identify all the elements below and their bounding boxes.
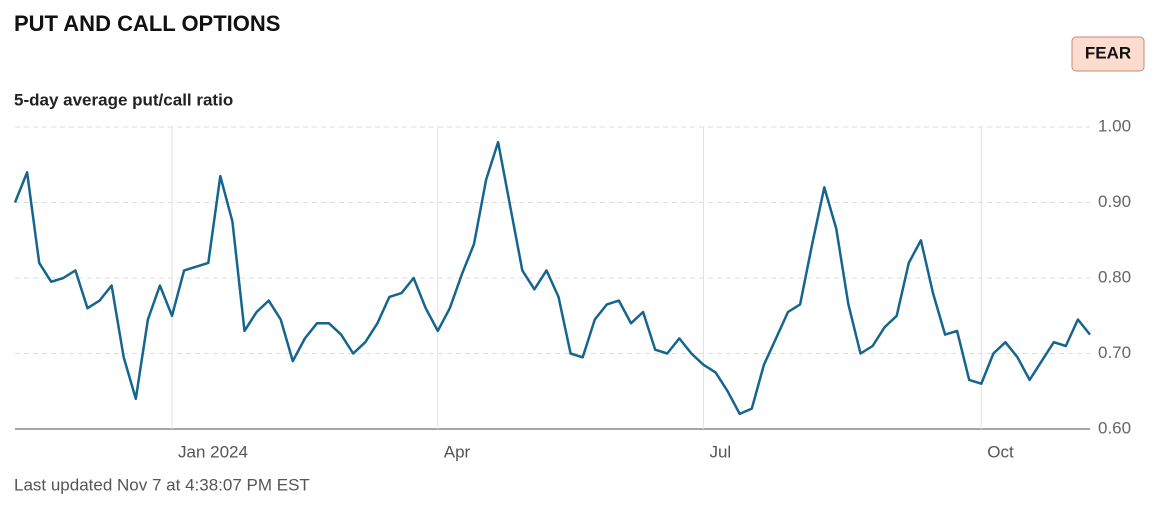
x-tick-label: Jan 2024 <box>178 442 248 461</box>
y-tick-label: 0.70 <box>1098 343 1131 362</box>
x-tick-label: Jul <box>709 442 731 461</box>
badge: FEAR <box>1085 43 1131 62</box>
line <box>13 140 1091 416</box>
x-tick-label: Apr <box>444 442 471 461</box>
y-tick-label: 0.90 <box>1098 192 1131 211</box>
chart-title: PUT AND CALL OPTIONS <box>14 11 280 36</box>
x-tick-label: Oct <box>987 442 1014 461</box>
y-tick-label: 0.60 <box>1098 418 1131 437</box>
footnote: Last updated Nov 7 at 4:38:07 PM EST <box>14 475 310 494</box>
y-tick-label: 0.80 <box>1098 267 1131 286</box>
y-tick-label: 1.00 <box>1098 116 1131 135</box>
badge-box <box>1071 36 1145 72</box>
subtitle: 5-day average put/call ratio <box>14 90 233 109</box>
